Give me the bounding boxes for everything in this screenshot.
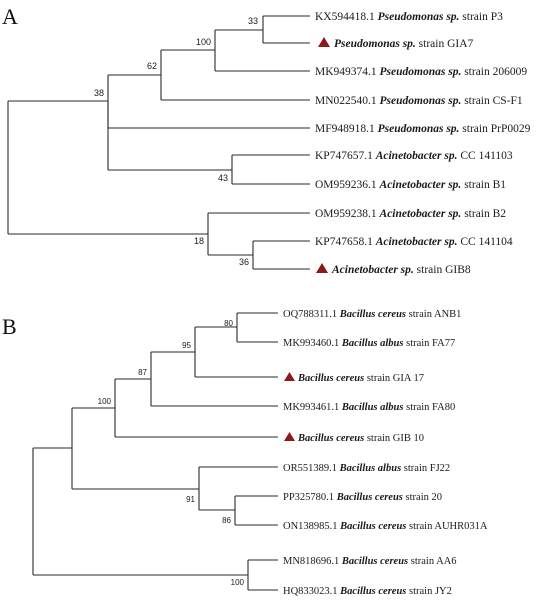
bootstrap-value: 33 <box>248 16 258 26</box>
branch-b-root <box>32 447 248 576</box>
leaf-label: PP325780.1 Bacillus cereus strain 20 <box>283 492 442 503</box>
leaf-label: MK993461.1 Bacillus albus strain FA80 <box>283 402 455 413</box>
leaf-label: ON138985.1 Bacillus cereus strain AUHR03… <box>283 521 488 532</box>
panel-b-bootstrap-values: 80 95 87 100 91 86 100 <box>98 319 245 587</box>
branch-a-node-62 <box>160 49 310 101</box>
bootstrap-value: 80 <box>224 319 233 328</box>
panel-b-leaf-labels: OQ788311.1 Bacillus cereus strain ANB1 M… <box>283 309 488 597</box>
bootstrap-value: 87 <box>138 368 147 377</box>
highlight-triangle-icon <box>284 432 295 441</box>
highlight-triangle-icon <box>316 263 328 273</box>
panel-a: A 33 100 62 38 43 18 36 KX594418. <box>2 4 531 276</box>
leaf-label: KP747657.1 Acinetobacter sp. CC 141103 <box>315 150 513 162</box>
leaf-label: MF948918.1 Pseudomonas sp. strain PrP002… <box>315 123 531 135</box>
leaf-label: MN818696.1 Bacillus cereus strain AA6 <box>283 556 457 567</box>
bootstrap-value: 100 <box>196 37 211 47</box>
bootstrap-value: 38 <box>94 88 104 98</box>
panel-b: B 80 95 87 100 91 86 100 OQ788311.1 Baci… <box>2 309 488 597</box>
panel-a-branches <box>7 15 310 270</box>
branch-b-node-87 <box>150 351 278 407</box>
highlight-triangle-icon <box>284 372 295 381</box>
leaf-label: Acinetobacter sp. strain GIB8 <box>331 264 471 276</box>
leaf-label: Pseudomonas sp. strain GIA7 <box>334 38 474 50</box>
leaf-label: OR551389.1 Bacillus albus strain FJ22 <box>283 463 450 474</box>
branch-a-node-36 <box>252 240 310 270</box>
leaf-label: OQ788311.1 Bacillus cereus strain ANB1 <box>283 309 461 320</box>
branch-a-root <box>7 101 208 235</box>
branch-a-node-18 <box>207 212 310 256</box>
branch-a-node-43 <box>231 154 310 185</box>
panel-a-label: A <box>2 4 18 29</box>
branch-b-node-91 <box>198 466 278 511</box>
bootstrap-value: 91 <box>186 495 195 504</box>
leaf-label: MK949374.1 Pseudomonas sp. strain 206009 <box>315 66 527 78</box>
branch-a-node-38 <box>107 74 310 129</box>
bootstrap-value: 95 <box>182 341 191 350</box>
bootstrap-value: 18 <box>194 236 204 246</box>
panel-b-label: B <box>2 314 17 339</box>
branch-a-node-33 <box>262 15 310 44</box>
bootstrap-value: 86 <box>222 516 231 525</box>
bootstrap-value: 100 <box>231 578 245 587</box>
branch-b-node-86 <box>234 495 278 526</box>
leaf-label: OM959238.1 Acinetobacter sp. strain B2 <box>315 208 506 220</box>
highlight-triangle-icon <box>318 37 330 47</box>
leaf-label: Bacillus cereus strain GIB 10 <box>297 433 424 444</box>
leaf-label: OM959236.1 Acinetobacter sp. strain B1 <box>315 179 506 191</box>
leaf-label: KP747658.1 Acinetobacter sp. CC 141104 <box>315 236 513 248</box>
bootstrap-value: 100 <box>98 397 112 406</box>
bootstrap-value: 36 <box>239 257 249 267</box>
branch-b-node-100 <box>114 378 278 438</box>
branch-b-upper-join <box>71 407 199 490</box>
leaf-label: KX594418.1 Pseudomonas sp. strain P3 <box>315 11 503 23</box>
leaf-label: Bacillus cereus strain GIA 17 <box>297 373 424 384</box>
branch-b-node-80 <box>236 312 278 343</box>
bootstrap-value: 43 <box>218 173 228 183</box>
leaf-label: MN022540.1 Pseudomonas sp. strain CS-F1 <box>315 95 523 107</box>
leaf-label: MK993460.1 Bacillus albus strain FA77 <box>283 338 455 349</box>
panel-a-bootstrap-values: 33 100 62 38 43 18 36 <box>94 16 258 267</box>
bootstrap-value: 62 <box>147 61 157 71</box>
leaf-label: HQ833023.1 Bacillus cereus strain JY2 <box>283 586 452 597</box>
branch-a-upper-join <box>8 100 232 171</box>
panel-b-branches <box>32 312 278 591</box>
panel-a-leaf-labels: KX594418.1 Pseudomonas sp. strain P3 Pse… <box>315 11 531 276</box>
branch-b-node-100-bottom <box>247 559 278 591</box>
